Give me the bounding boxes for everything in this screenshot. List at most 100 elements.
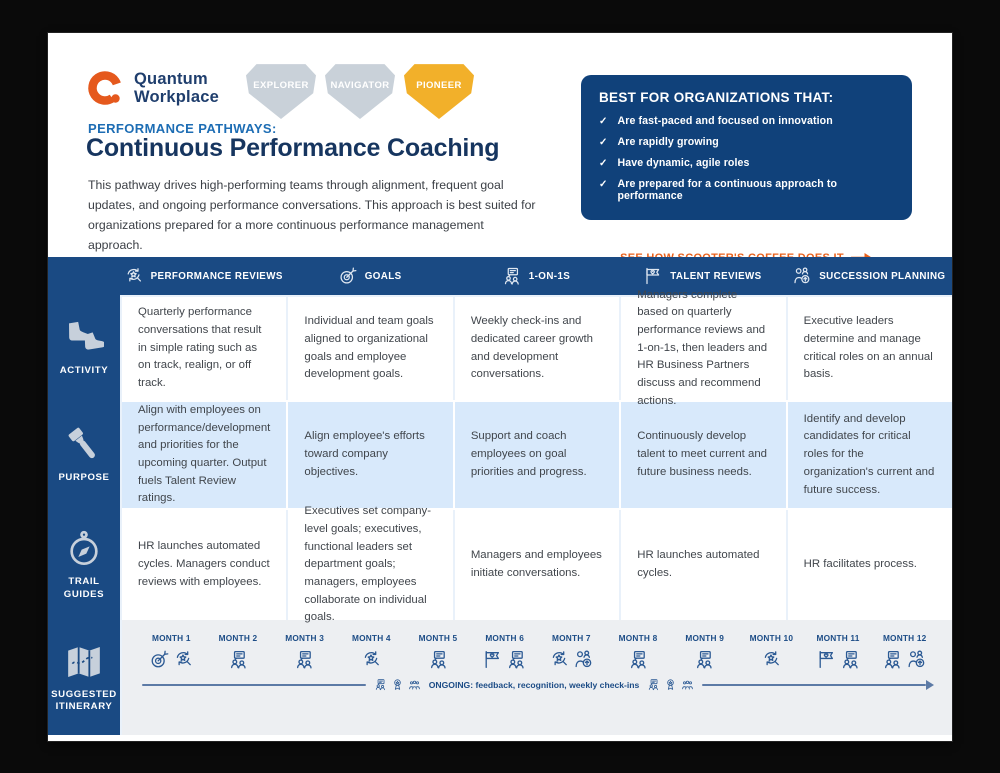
timeline-line: [702, 683, 927, 686]
trail-guides-row: HR launches automated cycles. Managers c…: [122, 505, 952, 623]
column-header-succession-planning: SUCCESSION PLANNING: [786, 257, 952, 295]
month-label: MONTH 6: [485, 633, 525, 643]
folded-map-icon: [67, 645, 101, 678]
document-page: Quantum Workplace EXPLORER NAVIGATOR PIO…: [48, 33, 952, 741]
table-cell: Continuously develop talent to meet curr…: [619, 402, 785, 508]
table-cell: Executives set company-level goals; exec…: [286, 505, 452, 623]
performance-reviews-icon: [127, 268, 141, 282]
1on1-icon: [509, 650, 524, 669]
one-on-one-icon: [504, 267, 519, 285]
sidebar-activity: ACTIVITY: [48, 295, 120, 400]
month-label: MONTH 7: [551, 633, 591, 643]
month-item: MONTH 4: [338, 633, 405, 670]
1on1-icon: [649, 679, 659, 691]
logo-mark-icon: [88, 71, 122, 105]
1on1-icon: [375, 679, 385, 691]
best-for-item: ✓ Are prepared for a continuous approach …: [599, 178, 838, 202]
month-label: MONTH 11: [816, 633, 860, 643]
month-label: MONTH 5: [418, 633, 458, 643]
month-item: MONTH 3: [271, 633, 338, 670]
month-item: MONTH 11: [805, 633, 872, 670]
ongoing-timeline: ONGOING: feedback, recognition, weekly c…: [138, 678, 938, 691]
1on1-icon: [630, 650, 646, 669]
column-header-1-on-1s: 1-ON-1S: [453, 257, 619, 295]
timeline-line: [142, 683, 366, 686]
group-icon: [408, 680, 420, 690]
review-icon: [176, 650, 191, 665]
talent-icon: [485, 650, 500, 668]
table-cell: HR launches automated cycles.: [619, 510, 785, 620]
badge-explorer: EXPLORER: [246, 64, 316, 119]
succession-icon: [794, 267, 810, 284]
1on1-icon: [885, 650, 900, 669]
check-icon: ✓: [599, 137, 608, 148]
intro-paragraph: This pathway drives high-performing team…: [88, 178, 536, 252]
goals-icon: [151, 650, 169, 667]
award-icon: [393, 679, 401, 690]
table-cell: Managers and employees initiate conversa…: [452, 510, 619, 620]
badge-navigator: NAVIGATOR: [325, 64, 395, 119]
row-label-sidebar: ACTIVITY PURPOSE TRAIL GUIDES SUGGESTED …: [48, 295, 120, 735]
month-label: MONTH 4: [351, 633, 391, 643]
purpose-row: Align with employees on performance/deve…: [122, 400, 952, 510]
table-cell: Support and coach employees on goal prio…: [452, 402, 619, 508]
quantum-workplace-logo: Quantum Workplace: [86, 69, 219, 109]
badge-pioneer: PIONEER: [404, 64, 474, 119]
1on1-icon: [430, 650, 446, 669]
month-item: MONTH 5: [405, 633, 472, 670]
table-header-row: PERFORMANCE REVIEWS GOALS 1-ON-1S TALENT…: [48, 257, 952, 295]
ongoing-icons: [647, 678, 694, 691]
best-for-item: ✓ Are rapidly growing: [599, 136, 719, 148]
activity-row: Quarterly performance conversations that…: [122, 289, 952, 407]
succession-icon: [908, 650, 925, 667]
column-header-goals: GOALS: [286, 257, 452, 295]
table-cell: Individual and team goals aligned to org…: [286, 297, 452, 400]
month-label: MONTH 1: [151, 633, 191, 643]
month-item: MONTH 10: [738, 633, 805, 670]
month-item: MONTH 2: [205, 633, 272, 670]
review-icon: [552, 650, 567, 665]
1on1-icon: [697, 650, 712, 669]
review-icon: [364, 650, 379, 665]
succession-icon: [575, 650, 592, 667]
check-icon: ✓: [599, 158, 608, 169]
flashlight-icon: [67, 427, 100, 462]
award-icon: [667, 679, 675, 690]
month-item: MONTH 12: [871, 633, 938, 670]
best-for-item: ✓ Are fast-paced and focused on innovatio…: [599, 115, 833, 127]
pathway-table: PERFORMANCE REVIEWS GOALS 1-ON-1S TALENT…: [48, 257, 952, 735]
table-cell: Weekly check-ins and dedicated career gr…: [452, 297, 619, 400]
check-icon: ✓: [599, 116, 608, 127]
months-row: MONTH 1 MONTH 2 MONTH 3 MONTH 4 MONTH 5 MONTH…: [138, 633, 938, 670]
sidebar-trail-guides: TRAIL GUIDES: [48, 510, 120, 620]
month-item: MONTH 1: [138, 633, 205, 670]
check-icon: ✓: [599, 179, 608, 190]
month-label: MONTH 8: [618, 633, 658, 643]
hiking-boots-icon: [69, 321, 104, 350]
table-cell: Managers complete based on quarterly per…: [619, 289, 785, 407]
talent-flag-icon: [646, 267, 660, 285]
suggested-itinerary-row: MONTH 1 MONTH 2 MONTH 3 MONTH 4 MONTH 5 MONTH…: [122, 620, 952, 735]
table-cell: Align with employees on performance/deve…: [138, 403, 271, 505]
table-cell: Quarterly performance conversations that…: [138, 306, 262, 390]
table-cell: Identify and develop candidates for crit…: [785, 402, 952, 508]
column-header-performance-reviews: PERFORMANCE REVIEWS: [120, 257, 286, 295]
month-item: MONTH 7: [538, 633, 605, 670]
table-cell: HR facilitates process.: [785, 510, 952, 620]
talent-icon: [819, 650, 833, 668]
best-for-title: BEST FOR ORGANIZATIONS THAT:: [599, 90, 834, 105]
best-for-item: ✓ Have dynamic, agile roles: [599, 157, 750, 169]
sidebar-suggested-itinerary: SUGGESTED ITINERARY: [48, 620, 120, 735]
best-for-panel: BEST FOR ORGANIZATIONS THAT: ✓ Are fast-p…: [581, 75, 912, 220]
compass-icon: [70, 530, 98, 566]
brand-name: Quantum Workplace: [134, 70, 219, 106]
table-cell: Executive leaders determine and manage c…: [785, 297, 952, 400]
table-cell: Align employee's efforts toward company …: [286, 402, 452, 508]
timeline-arrow-icon: [926, 679, 935, 690]
column-header-talent-reviews: TALENT REVIEWS: [619, 257, 785, 295]
page-title: Continuous Performance Coaching: [86, 134, 500, 162]
review-icon: [764, 650, 779, 665]
ongoing-label: ONGOING: feedback, recognition, weekly c…: [428, 679, 640, 690]
pathway-badges: EXPLORER NAVIGATOR PIONEER: [246, 63, 474, 119]
1on1-icon: [230, 650, 246, 669]
